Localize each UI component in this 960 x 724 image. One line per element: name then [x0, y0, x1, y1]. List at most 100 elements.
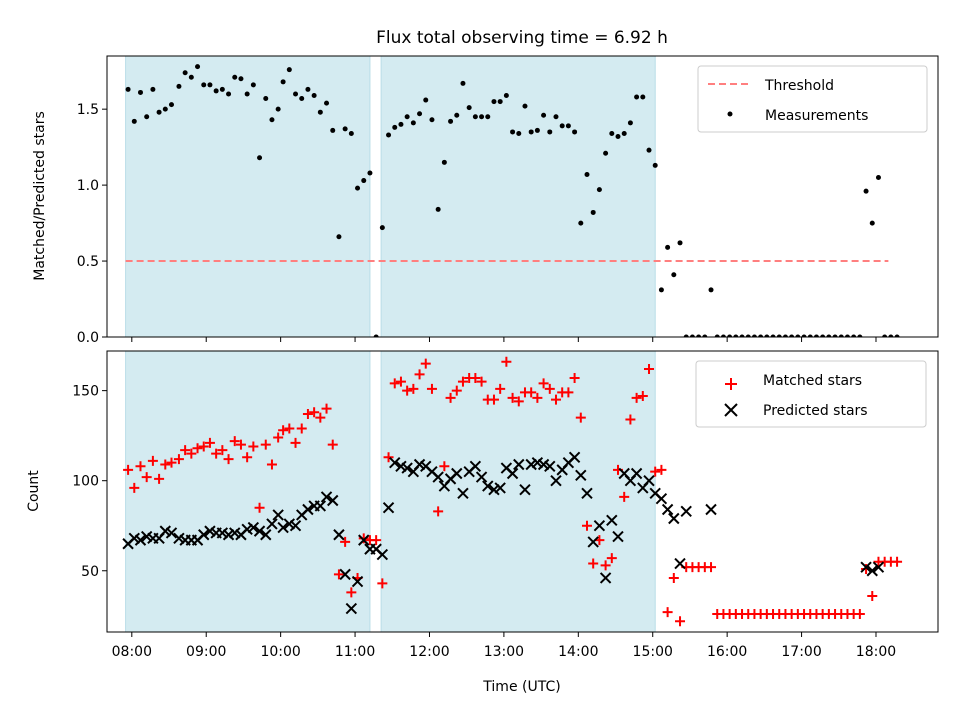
measurements-point: [770, 334, 776, 337]
predicted-stars-point: [655, 492, 668, 505]
matched-stars-point: [457, 376, 468, 387]
matched-stars-point: [129, 482, 140, 493]
measurements-point: [838, 334, 844, 337]
matched-stars-point: [563, 387, 574, 398]
matched-stars-point: [123, 464, 134, 475]
predicted-stars-point: [432, 471, 444, 483]
measurements-point: [534, 127, 540, 133]
measurements-point: [398, 121, 404, 127]
measurements-point: [820, 334, 826, 337]
predicted-stars-point: [260, 529, 272, 541]
measurements-point: [596, 187, 602, 193]
measurements-point: [565, 123, 571, 129]
matched-stars-point: [581, 520, 592, 531]
predicted-stars-point: [668, 512, 680, 525]
matched-stars-point: [223, 454, 234, 465]
predicted-stars-point: [568, 451, 581, 463]
predicted-stars-point: [575, 469, 587, 481]
matched-stars-point: [656, 464, 667, 475]
matched-stars-point: [321, 403, 332, 414]
matched-stars-point: [154, 473, 165, 484]
predicted-stars-point: [345, 602, 358, 615]
predicted-stars-point: [674, 557, 686, 570]
measurements-point: [652, 162, 658, 168]
measurements-point: [131, 118, 137, 124]
top-shaded-intervals: [125, 56, 656, 337]
top-legend-box: [697, 65, 928, 133]
measurements-point: [232, 74, 238, 80]
matched-stars-point: [260, 439, 271, 450]
predicted-stars-point: [389, 456, 401, 469]
measurements-point: [795, 334, 801, 337]
measurements-point: [162, 106, 168, 112]
measurements-point: [280, 79, 286, 85]
matched-stars-point: [333, 569, 344, 580]
legend-measurements-swatch: [727, 111, 733, 117]
measurements-point: [293, 91, 299, 97]
top-axes-frame: [106, 55, 939, 338]
legend-measurements-label: Measurements: [765, 108, 868, 124]
predicted-stars-point: [661, 503, 674, 516]
measurements-point: [342, 126, 348, 132]
x-tick-label: 09:00: [186, 644, 226, 660]
measurements-point: [603, 150, 609, 156]
matched-stars-point: [284, 423, 295, 434]
x-tick-label: 18:00: [856, 644, 896, 660]
measurements-point: [379, 225, 385, 231]
matched-stars-point: [173, 454, 184, 465]
measurements-point: [677, 240, 683, 246]
matched-stars-point: [254, 502, 265, 513]
top-x-axis: [131, 337, 877, 342]
predicted-stars-point: [457, 487, 469, 500]
predicted-stars-point: [612, 530, 624, 543]
measurements-point: [813, 334, 819, 337]
x-tick-label: 12:00: [409, 644, 449, 660]
top-y-axis-label: Matched/Predicted stars: [32, 111, 48, 281]
predicted-stars-point: [253, 525, 266, 537]
y-tick-label: 1.0: [77, 178, 99, 194]
measurements-point: [516, 130, 522, 136]
predicted-stars-point: [866, 565, 878, 577]
matched-stars-point: [166, 457, 177, 468]
measurements-point: [826, 334, 832, 337]
predicted-stars-point: [599, 572, 612, 584]
predicted-stars-point: [643, 474, 655, 487]
matched-stars-point: [389, 378, 400, 389]
measurements-point: [410, 120, 416, 126]
measurements-point: [176, 83, 182, 89]
measurements-point: [832, 334, 838, 337]
measurements-point: [386, 132, 392, 138]
measurements-point: [683, 334, 689, 337]
measurements-point: [894, 334, 900, 337]
matched-stars-point: [445, 392, 456, 403]
matched-stars-point: [147, 455, 158, 466]
measurements-point: [423, 97, 429, 103]
matched-stars-point: [675, 616, 686, 627]
matched-stars-point: [426, 383, 437, 394]
measurements-point: [286, 67, 292, 73]
matched-stars-point: [637, 391, 648, 402]
measurements-point: [269, 117, 275, 123]
predicted-stars-point: [587, 536, 599, 548]
measurements-point: [275, 106, 281, 112]
measurements-point: [522, 103, 528, 109]
legend-predicted-label: Predicted stars: [763, 403, 868, 419]
measurements-point: [727, 334, 733, 337]
measurements-point: [609, 130, 615, 136]
measurements-point: [888, 334, 894, 337]
measurements-point: [219, 86, 225, 92]
measurements-point: [528, 129, 534, 135]
matched-stars-point: [619, 491, 630, 502]
matched-stars-point: [141, 472, 152, 483]
bottom-plot-area: [122, 356, 903, 627]
matched-stars-point: [501, 356, 512, 367]
matched-stars-point: [309, 407, 320, 418]
matched-stars-point: [470, 373, 481, 384]
predicted-stars-point: [314, 500, 327, 512]
measurements-point: [168, 102, 174, 108]
measurements-point: [720, 334, 726, 337]
predicted-stars-point: [630, 467, 643, 480]
matched-stars-point: [625, 414, 636, 425]
matched-stars-point: [439, 461, 450, 472]
